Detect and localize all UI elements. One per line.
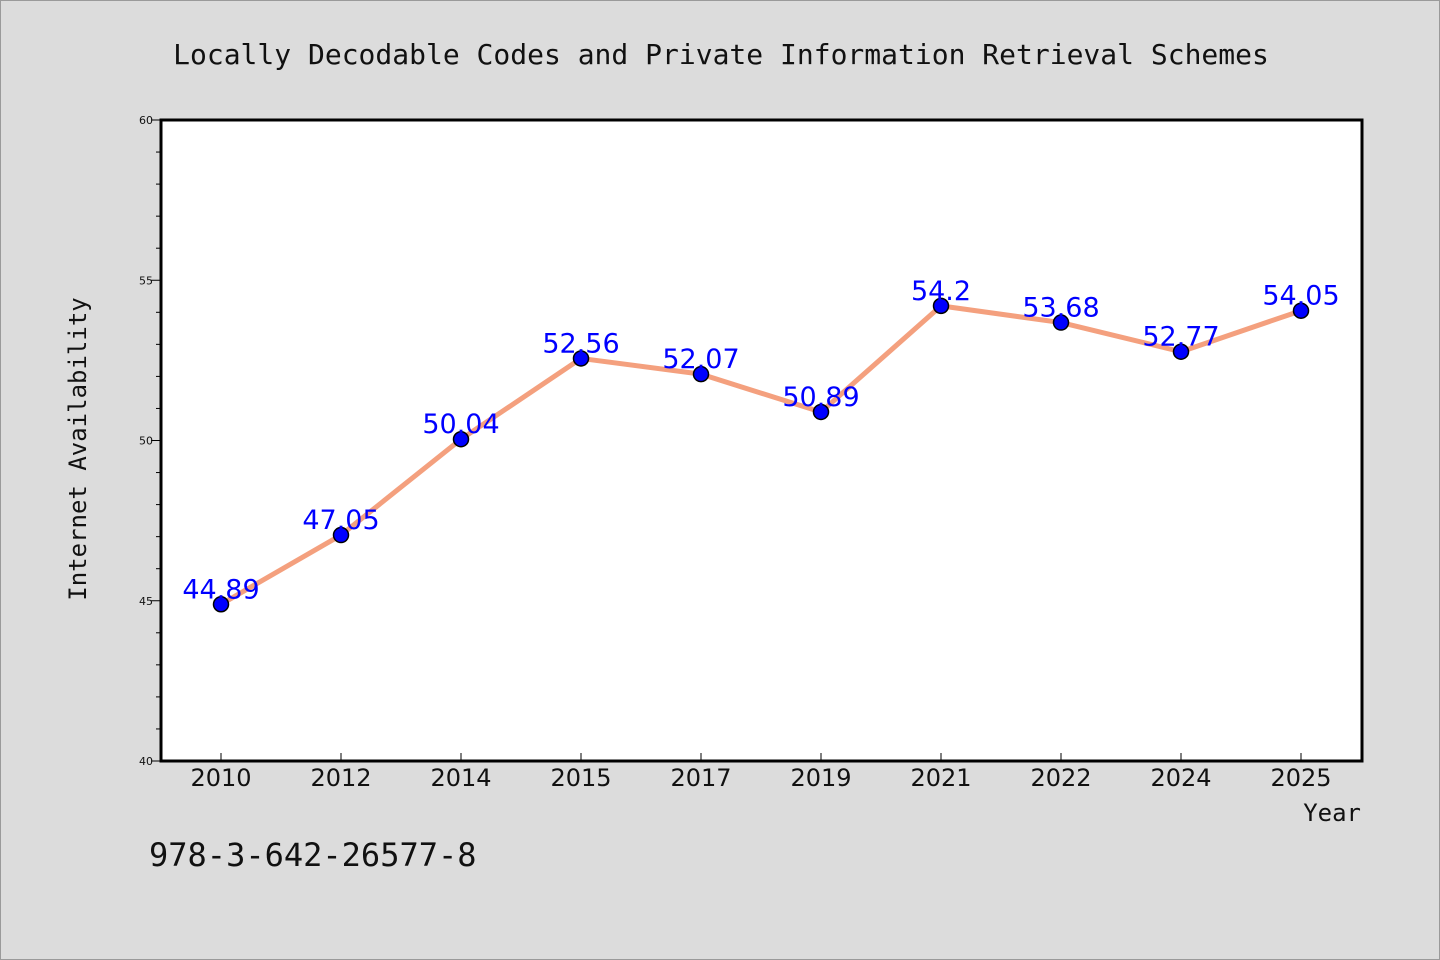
x-tick-label: 2014 [430, 764, 491, 792]
data-point [572, 350, 590, 367]
y-axis-label: Internet Availability [64, 297, 92, 600]
series-line [218, 303, 1304, 607]
data-label: 53.68 [1022, 293, 1099, 324]
data-point [1052, 314, 1070, 331]
data-point [692, 365, 710, 383]
y-axis-ticks: 40 45 50 55 60 [139, 114, 161, 768]
data-labels: 44.89 47.05 50.04 52.56 52.07 50.89 54.2 53.68 5… [182, 276, 1339, 605]
data-label: 54.05 [1262, 281, 1339, 312]
x-tick-label: 2021 [910, 764, 971, 792]
x-tick-label: 2025 [1270, 764, 1331, 792]
data-point [212, 596, 230, 613]
data-label: 52.77 [1142, 322, 1219, 353]
data-point [812, 403, 830, 421]
x-tick-label: 2022 [1030, 764, 1091, 792]
data-label: 47.05 [302, 505, 379, 536]
y-tick-label: 60 [139, 114, 153, 127]
x-axis-ticks: 2010 2012 2014 2015 2017 2019 2021 2022 2024 2025 [190, 753, 1332, 792]
data-point [452, 430, 470, 448]
y-tick-label: 55 [139, 274, 153, 287]
data-point [332, 526, 350, 544]
data-label: 50.04 [422, 409, 499, 440]
x-tick-label: 2019 [790, 764, 851, 792]
data-label: 52.56 [542, 328, 619, 359]
y-tick-label: 45 [139, 595, 153, 608]
x-tick-label: 2012 [310, 764, 371, 792]
y-tick-label: 40 [139, 755, 153, 768]
data-label: 54.2 [911, 276, 971, 307]
data-point [1172, 343, 1190, 360]
x-tick-label: 2017 [670, 764, 731, 792]
data-point [1292, 302, 1310, 319]
x-tick-label: 2010 [190, 764, 251, 792]
x-tick-label: 2015 [550, 764, 611, 792]
y-tick-label: 50 [139, 435, 153, 448]
data-label: 50.89 [782, 382, 859, 413]
isbn-text: 978-3-642-26577-8 [149, 836, 477, 874]
x-axis-label: Year [1303, 799, 1361, 827]
data-point [932, 297, 950, 315]
data-label: 44.89 [182, 574, 259, 605]
plot-area [159, 118, 1364, 763]
series-layer [212, 297, 1310, 613]
x-tick-label: 2024 [1150, 764, 1211, 792]
data-label: 52.07 [662, 344, 739, 375]
chart-title: Locally Decodable Codes and Private Info… [173, 38, 1269, 71]
